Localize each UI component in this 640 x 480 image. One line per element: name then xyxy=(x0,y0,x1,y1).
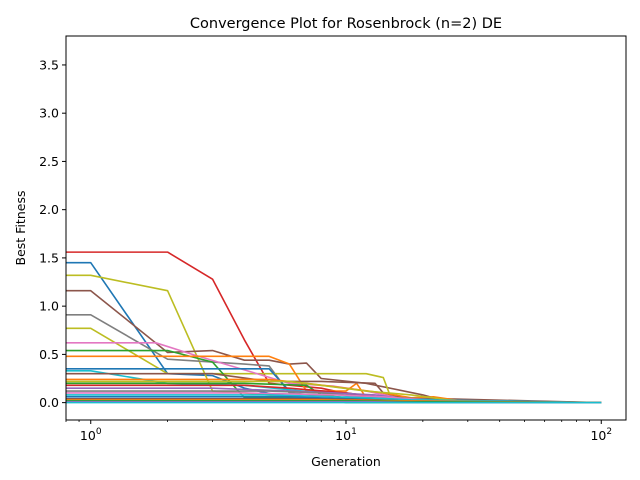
x-tick-label: 102 xyxy=(590,427,612,443)
series-line-12 xyxy=(66,372,602,404)
y-tick-label: 1.0 xyxy=(39,299,59,314)
y-tick-label: 2.0 xyxy=(39,202,59,217)
y-tick-label: 0.5 xyxy=(39,347,59,362)
chart-title: Convergence Plot for Rosenbrock (n=2) DE xyxy=(190,16,502,32)
series-group xyxy=(66,251,602,404)
y-tick-label: 3.5 xyxy=(39,57,59,72)
x-axis-label: Generation xyxy=(311,454,381,469)
y-tick-label: 2.5 xyxy=(39,154,59,169)
x-tick-label: 100 xyxy=(80,427,102,443)
series-line-20 xyxy=(66,394,602,404)
y-tick-label: 3.0 xyxy=(39,106,59,121)
y-tick-label: 0.0 xyxy=(39,395,59,410)
y-axis-label: Best Fitness xyxy=(13,191,28,266)
y-tick-label: 1.5 xyxy=(39,250,59,265)
y-axis: 0.0 0.5 1.0 1.5 2.0 2.5 3.0 3.5 xyxy=(39,57,66,410)
x-tick-label: 101 xyxy=(335,427,357,443)
x-axis: 100 101 102 xyxy=(65,420,612,443)
